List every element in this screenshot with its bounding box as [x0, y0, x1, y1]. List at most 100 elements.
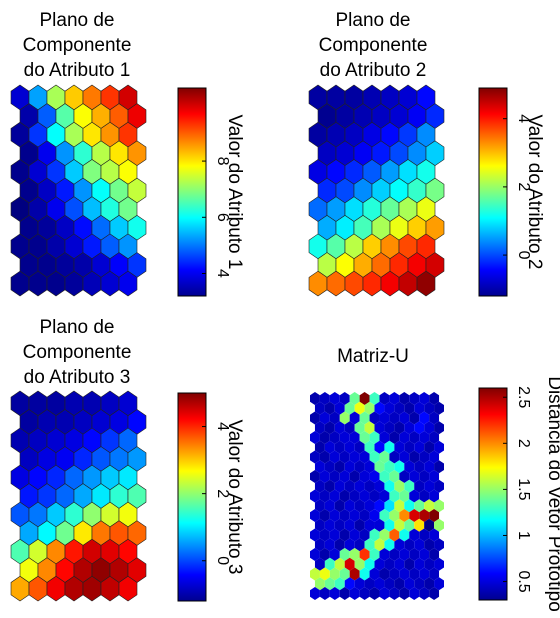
- hex-cell: [409, 450, 420, 464]
- hex-cell: [434, 499, 444, 513]
- hex-cell: [434, 421, 444, 435]
- colorbar-tick-label: 6: [214, 213, 231, 222]
- hex-cell: [399, 567, 410, 581]
- hex-cell: [429, 411, 440, 425]
- hex-cell: [319, 392, 330, 405]
- hex-cell: [384, 538, 395, 552]
- hex-cell: [389, 411, 400, 425]
- hexagon-grid: [308, 84, 445, 297]
- hex-cell: [404, 401, 415, 415]
- colorbar-ticks: 4 6 8: [202, 157, 231, 278]
- hex-cell: [334, 538, 345, 552]
- hex-cell: [384, 421, 395, 435]
- hex-cell: [349, 548, 360, 561]
- hex-cell: [374, 557, 385, 571]
- hex-cell: [404, 538, 415, 552]
- hex-cell: [349, 470, 360, 483]
- hex-cell: [339, 548, 350, 561]
- panel-title-line: do Atributo 2: [320, 60, 427, 81]
- hex-cell: [379, 567, 390, 581]
- hex-cell: [399, 470, 410, 483]
- hex-cell: [389, 528, 400, 542]
- hex-cell: [324, 401, 335, 415]
- hex-cell: [429, 431, 440, 444]
- hex-cell: [359, 489, 370, 503]
- hex-cell: [354, 577, 365, 591]
- panel-title-line: Plano de: [39, 317, 114, 338]
- hex-cell: [369, 509, 380, 522]
- hex-cell: [414, 421, 425, 435]
- hex-cell: [310, 489, 320, 503]
- hex-cell: [339, 528, 350, 542]
- hex-cell: [399, 528, 410, 542]
- hex-cell: [339, 431, 350, 444]
- hex-cell: [429, 392, 440, 405]
- hex-cell: [369, 489, 380, 503]
- hex-cell: [344, 421, 355, 435]
- hex-cell: [369, 567, 380, 581]
- hex-cell: [394, 518, 405, 532]
- hex-cell: [319, 411, 330, 425]
- hex-cell: [409, 528, 420, 542]
- hex-cell: [374, 460, 385, 474]
- hex-cell: [379, 411, 390, 425]
- colorbar-tick-label: 4: [515, 114, 532, 123]
- colorbar-tick-label: 1.5: [515, 478, 532, 500]
- hex-cell: [329, 567, 340, 581]
- hex-cell: [394, 499, 405, 513]
- hex-cell: [329, 548, 340, 561]
- hex-cell: [394, 479, 405, 493]
- hex-cell: [409, 489, 420, 503]
- hex-cell: [409, 587, 420, 600]
- hex-cell: [314, 518, 325, 532]
- hex-cell: [364, 460, 375, 474]
- hex-cell: [329, 411, 340, 425]
- hex-cell: [374, 499, 385, 513]
- hex-cell: [404, 518, 415, 532]
- hex-cell: [374, 518, 385, 532]
- hex-cell: [364, 421, 375, 435]
- hex-cell: [359, 548, 370, 561]
- hex-cell: [339, 450, 350, 464]
- hex-cell: [369, 548, 380, 561]
- hex-cell: [324, 499, 335, 513]
- hex-cell: [329, 392, 340, 405]
- hex-cell: [424, 440, 435, 454]
- hex-cell: [364, 557, 375, 571]
- hex-cell: [399, 450, 410, 464]
- hex-cell: [434, 577, 444, 591]
- hex-cell: [354, 557, 365, 571]
- hex-cell: [419, 567, 430, 581]
- hex-cell: [419, 509, 430, 522]
- hex-cell: [394, 460, 405, 474]
- hex-cell: [319, 509, 330, 522]
- hex-cell: [364, 401, 375, 415]
- hex-cell: [419, 548, 430, 561]
- hex-cell: [404, 460, 415, 474]
- hex-cell: [414, 577, 425, 591]
- hex-cell: [429, 450, 440, 464]
- panel-title-line: do Atributo 1: [24, 60, 131, 81]
- hex-cell: [379, 470, 390, 483]
- hex-cell: [329, 528, 340, 542]
- hex-cell: [339, 470, 350, 483]
- hex-cell: [118, 575, 138, 602]
- hex-cell: [310, 548, 320, 561]
- hex-cell: [364, 577, 375, 591]
- hex-cell: [369, 528, 380, 542]
- colorbar-label: Valor do Atributo 1: [224, 115, 245, 270]
- hex-cell: [319, 587, 330, 600]
- colorbar-ticks: 0 2 4: [202, 422, 231, 565]
- hex-cell: [399, 548, 410, 561]
- hex-cell: [314, 401, 325, 415]
- hex-cell: [424, 577, 435, 591]
- hex-cell: [329, 587, 340, 600]
- hex-cell: [409, 548, 420, 561]
- hex-cell: [364, 479, 375, 493]
- hex-cell: [324, 538, 335, 552]
- hex-cell: [339, 392, 350, 405]
- hex-cell: [310, 567, 320, 581]
- panel-title: Matriz-U: [337, 346, 409, 367]
- hex-cell: [419, 431, 430, 444]
- hex-cell: [374, 421, 385, 435]
